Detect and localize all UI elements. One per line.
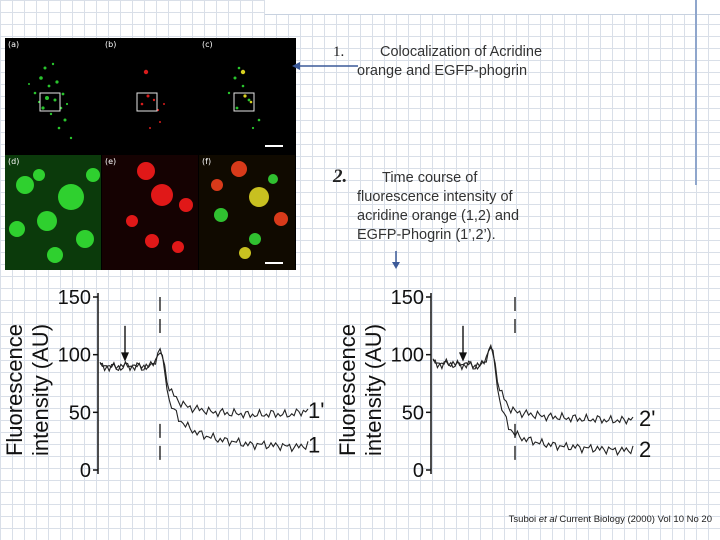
credit-author: Tsuboi (508, 514, 539, 525)
y-tick-label: 150 (58, 287, 91, 309)
panel-label: (f) (202, 157, 212, 166)
y-axis-label: Fluorescence (335, 324, 360, 456)
y-axis-label: Fluorescence (2, 324, 27, 456)
panel-label: (c) (202, 40, 213, 49)
panel-f: (f) (199, 155, 295, 270)
y-tick-label: 100 (391, 345, 424, 367)
caption-line: Colocalization of Acridine (380, 44, 543, 60)
panel-a-image (28, 62, 73, 140)
panel-c-image (227, 66, 283, 147)
panel-a: (a) (5, 38, 101, 153)
decorative-vertical-line (695, 0, 697, 185)
y-tick-label: 150 (391, 287, 424, 309)
series-label: 1 (308, 433, 320, 458)
credit-etal: et al (538, 514, 557, 525)
caption-line: acridine orange (1,2) and (357, 208, 520, 224)
chart-1: Fluorescence intensity (AU) 150 100 50 0 1' 1 (2, 287, 324, 482)
microscopy-figure: (a) (b) (c) (5, 38, 296, 270)
y-tick-label: 50 (402, 402, 424, 424)
panel-d: (d) (5, 155, 101, 270)
panel-label: (e) (105, 157, 117, 166)
series-line (432, 343, 634, 426)
y-tick-label: 50 (69, 402, 91, 424)
series-label: 2 (639, 437, 651, 462)
y-axis-label: intensity (AU) (361, 324, 386, 456)
panel-e-image (102, 155, 198, 270)
item-2-number: 2. (333, 166, 348, 187)
caption-line: Time course of (382, 170, 478, 186)
series-line (99, 352, 309, 453)
item-2-caption: Time course of fluorescence intensity of… (357, 169, 519, 245)
y-tick-label: 0 (413, 460, 424, 482)
panel-c: (c) (199, 38, 295, 153)
source-credit: Tsuboi et al Current Biology (2000) Vol … (509, 514, 712, 525)
panel-e: (e) (102, 155, 198, 270)
panel-b: (b) (102, 38, 198, 153)
series-label: 2' (639, 406, 655, 431)
panel-b-image (136, 69, 165, 129)
series-line (99, 347, 309, 420)
series-label: 1' (308, 398, 324, 423)
caption-line: fluorescence intensity of (357, 189, 513, 205)
panel-label: (b) (105, 40, 117, 49)
top-band (265, 0, 720, 15)
stimulus-arrow-icon (121, 325, 129, 362)
chart-2: Fluorescence intensity (AU) 150 100 50 0 2' 2 (335, 287, 655, 482)
caption-line: orange and EGFP-phogrin (357, 63, 528, 79)
y-tick-label: 0 (80, 460, 91, 482)
panel-f-image (199, 155, 295, 270)
stimulus-arrow-icon (459, 325, 467, 362)
series-line (432, 346, 634, 457)
item-1-caption: Colocalization of Acridine orange and EG… (357, 43, 542, 81)
item-1-number: 1. (333, 44, 345, 60)
credit-journal: Current Biology (2000) Vol 10 No 20 (556, 514, 712, 525)
arrow-down-icon (392, 251, 400, 269)
panel-label: (d) (8, 157, 20, 166)
y-tick-label: 100 (58, 345, 91, 367)
panel-label: (a) (8, 40, 20, 49)
caption-line: EGFP-Phogrin (1’,2’). (357, 227, 496, 243)
arrow-left-icon (292, 62, 358, 70)
y-axis-label: intensity (AU) (28, 324, 53, 456)
panel-d-image (5, 155, 101, 270)
